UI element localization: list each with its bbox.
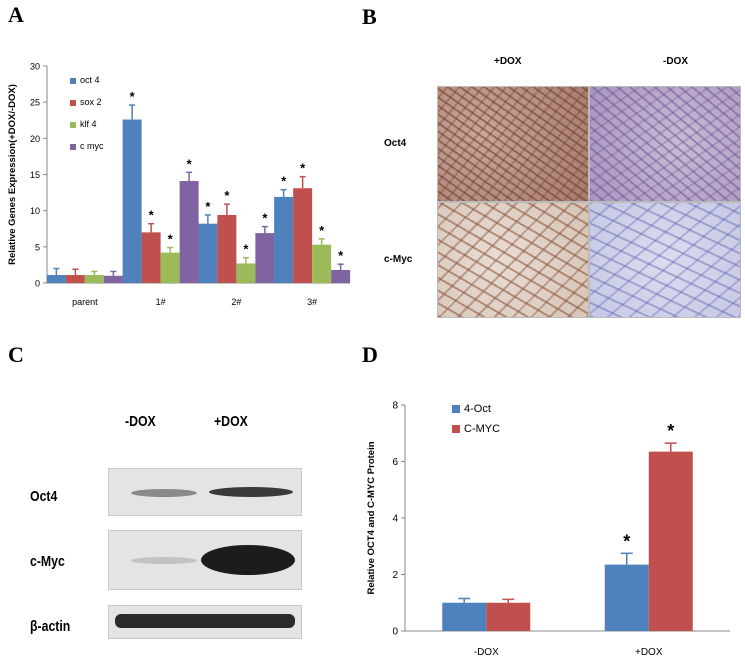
legend-label: 4-Oct <box>464 403 491 415</box>
x-tick-label: -DOX <box>474 647 499 658</box>
x-tick-label: 2# <box>231 297 241 307</box>
y-tick-label: 8 <box>392 401 398 412</box>
significance-marker: * <box>300 161 306 176</box>
panel-label-c: C <box>8 342 24 367</box>
band-oct4-plus-dox <box>209 487 293 497</box>
blot-row-label-cmyc: c-Myc <box>30 553 65 570</box>
x-tick-label: +DOX <box>635 647 663 658</box>
bar <box>604 564 649 631</box>
legend-swatch <box>70 122 76 128</box>
ihc-micrograph-panel: +DOX -DOX Oct4 c-Myc <box>360 40 745 320</box>
significance-marker: * <box>243 242 249 257</box>
y-tick-label: 0 <box>35 279 40 289</box>
micrograph-row-label-cmyc: c-Myc <box>384 254 413 265</box>
panel-label-d: D <box>362 342 378 367</box>
legend-label: klf 4 <box>80 119 97 129</box>
blot-strip-beta-actin <box>108 605 302 639</box>
band-oct4-minus-dox <box>131 489 197 497</box>
blot-row-label-oct4: Oct4 <box>30 488 58 505</box>
significance-marker: * <box>205 199 211 214</box>
micrograph-col-label-minus-dox: -DOX <box>663 56 688 67</box>
bar <box>442 602 487 631</box>
micrograph-col-label-plus-dox: +DOX <box>494 56 522 67</box>
micrograph-oct4-plus-dox <box>437 86 589 202</box>
bar <box>103 275 123 283</box>
bar <box>122 119 142 283</box>
significance-marker: * <box>130 89 136 104</box>
y-tick-label: 25 <box>30 98 40 108</box>
blot-strip-cmyc <box>108 530 302 590</box>
y-tick-label: 20 <box>30 134 40 144</box>
y-tick-label: 10 <box>30 206 40 216</box>
blot-row-label-beta-actin: β-actin <box>30 618 71 635</box>
legend-label: sox 2 <box>80 97 102 107</box>
legend-swatch <box>70 144 76 150</box>
bar <box>160 252 180 283</box>
bar <box>198 223 218 283</box>
significance-marker: * <box>338 248 344 263</box>
bar <box>141 232 161 283</box>
panel-label-a: A <box>8 2 24 27</box>
bar <box>236 263 256 283</box>
y-tick-label: 6 <box>392 457 398 468</box>
bar <box>274 196 294 283</box>
bar <box>217 215 237 283</box>
bar <box>648 451 693 631</box>
legend-swatch <box>452 405 460 413</box>
micrograph-row-label-oct4: Oct4 <box>384 138 407 149</box>
bar <box>84 275 104 283</box>
band-beta-actin <box>115 614 295 628</box>
significance-marker: * <box>187 156 193 171</box>
significance-marker: * <box>262 211 268 226</box>
micrograph-oct4-minus-dox <box>589 86 741 202</box>
y-tick-label: 30 <box>30 62 40 72</box>
significance-marker: * <box>168 232 174 247</box>
y-tick-label: 2 <box>392 570 398 581</box>
micrograph-cmyc-minus-dox <box>589 202 741 318</box>
legend-label: c myc <box>80 141 104 151</box>
significance-marker: * <box>623 531 630 551</box>
y-axis-label: Relative OCT4 and C-MYC Protein <box>366 441 377 594</box>
significance-marker: * <box>149 208 155 223</box>
significance-marker: * <box>667 421 674 441</box>
bar <box>312 244 332 283</box>
blot-strip-oct4 <box>108 468 302 516</box>
gene-expression-chart: 0 5 10 15 20 25 30 Relative Genes Expression(+D… <box>7 62 351 307</box>
bar <box>486 602 531 631</box>
y-tick-label: 15 <box>30 170 40 180</box>
bar <box>331 269 351 283</box>
panel-label-b: B <box>362 4 377 29</box>
legend-swatch <box>70 78 76 84</box>
y-tick-label: 5 <box>35 242 40 252</box>
y-axis-label: Relative Genes Expression(+DOX/-DOX) <box>7 84 18 265</box>
band-cmyc-plus-dox <box>201 545 295 575</box>
protein-expression-chart: 0 2 4 6 8 Relative OCT4 and C-MYC Protein -DOX… <box>366 401 730 658</box>
significance-marker: * <box>319 223 325 238</box>
significance-marker: * <box>224 188 230 203</box>
x-tick-label: 1# <box>156 297 166 307</box>
x-tick-label: parent <box>72 297 98 307</box>
bar <box>179 181 199 283</box>
legend-label: C-MYC <box>464 423 500 435</box>
legend-label: oct 4 <box>80 75 100 85</box>
bar <box>255 233 275 283</box>
legend-swatch <box>70 100 76 106</box>
y-tick-label: 0 <box>392 627 398 638</box>
western-blot-panel: -DOX +DOX Oct4 c-Myc β-actin <box>0 400 360 661</box>
bar <box>65 275 85 283</box>
legend-swatch <box>452 425 460 433</box>
blot-col-label-plus-dox: +DOX <box>214 413 248 430</box>
y-tick-label: 4 <box>392 514 398 525</box>
significance-marker: * <box>281 174 287 189</box>
blot-col-label-minus-dox: -DOX <box>125 413 156 430</box>
bar <box>46 275 66 283</box>
bar <box>293 188 313 283</box>
band-cmyc-minus-dox <box>131 557 197 564</box>
micrograph-cmyc-plus-dox <box>437 202 589 318</box>
x-tick-label: 3# <box>307 297 317 307</box>
